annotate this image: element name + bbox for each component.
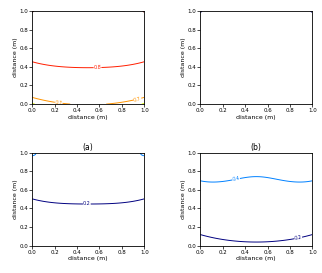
Y-axis label: distance (m): distance (m): [13, 179, 18, 219]
Text: 0.4: 0.4: [232, 176, 241, 182]
Text: (b): (b): [251, 143, 262, 152]
Y-axis label: distance (m): distance (m): [181, 179, 186, 219]
Text: 0.7: 0.7: [54, 100, 63, 106]
Text: 0.2: 0.2: [83, 201, 91, 206]
Text: 0.8: 0.8: [94, 65, 101, 70]
X-axis label: distance (m): distance (m): [236, 256, 276, 261]
X-axis label: distance (m): distance (m): [68, 115, 108, 120]
Y-axis label: distance (m): distance (m): [181, 38, 186, 77]
X-axis label: distance (m): distance (m): [68, 256, 108, 261]
X-axis label: distance (m): distance (m): [236, 115, 276, 120]
Text: 0.7: 0.7: [133, 96, 142, 102]
Y-axis label: distance (m): distance (m): [13, 38, 18, 77]
Text: 0.2: 0.2: [294, 235, 303, 241]
Text: (a): (a): [83, 143, 94, 152]
